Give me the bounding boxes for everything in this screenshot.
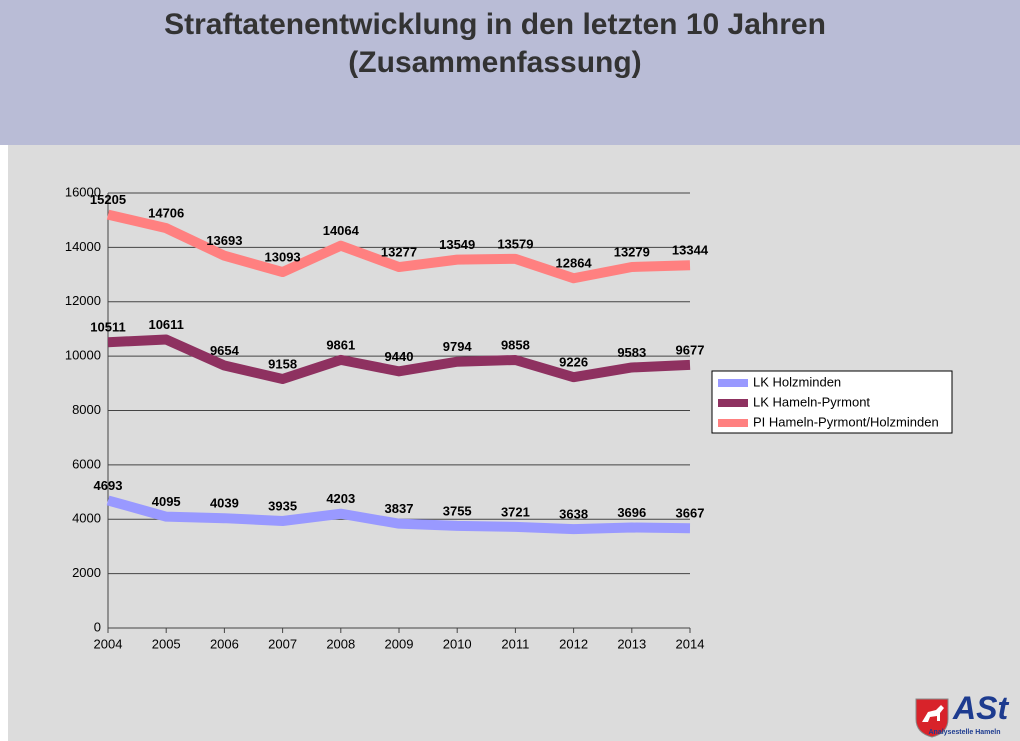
- data-label: 4095: [152, 494, 181, 509]
- y-tick-label: 10000: [65, 348, 101, 363]
- legend-label: LK Holzminden: [753, 374, 841, 389]
- data-label: 10511: [90, 320, 125, 335]
- data-label: 14064: [323, 223, 360, 238]
- chart-title: Straftatenentwicklung in den letzten 10 …: [164, 8, 826, 79]
- data-label: 9583: [617, 345, 646, 360]
- y-tick-label: 8000: [72, 402, 101, 417]
- logo-horse: [922, 705, 944, 722]
- legend-label: PI Hameln-Pyrmont/Holzminden: [753, 414, 939, 429]
- data-label: 3721: [501, 504, 530, 519]
- y-tick-label: 0: [94, 619, 101, 634]
- y-tick-label: 14000: [65, 239, 101, 254]
- data-label: 12864: [556, 256, 593, 271]
- y-tick-label: 2000: [72, 565, 101, 580]
- data-label: 3667: [676, 506, 705, 521]
- x-tick-label: 2006: [210, 636, 239, 651]
- x-tick-label: 2007: [268, 636, 297, 651]
- y-tick-label: 12000: [65, 293, 101, 308]
- x-tick-label: 2005: [152, 636, 181, 651]
- y-tick-label: 4000: [72, 511, 101, 526]
- data-label: 9677: [676, 342, 705, 357]
- series-line: [106, 209, 691, 284]
- data-label: 13549: [439, 237, 475, 252]
- x-tick-label: 2014: [676, 636, 705, 651]
- data-label: 13579: [497, 236, 533, 251]
- data-label: 13344: [672, 243, 709, 258]
- header-band: [0, 0, 1020, 145]
- series-line: [107, 334, 691, 385]
- legend-box: [711, 370, 953, 434]
- data-label: 15205: [90, 192, 126, 207]
- data-label: 4039: [210, 496, 239, 511]
- data-label: 14706: [148, 206, 184, 221]
- data-label: 3935: [268, 498, 297, 513]
- data-label: 9861: [326, 337, 355, 352]
- x-tick-label: 2012: [559, 636, 588, 651]
- logo-subtitle: Analysestelle Hameln: [928, 729, 1001, 736]
- data-label: 13093: [265, 249, 301, 264]
- legend-label: LK Hameln-Pyrmont: [753, 394, 870, 409]
- y-tick-label: 6000: [72, 456, 101, 471]
- data-label: 9226: [559, 355, 588, 370]
- data-label: 4203: [326, 491, 355, 506]
- y-tick-label: 16000: [65, 184, 101, 199]
- series-line: [106, 495, 691, 535]
- data-label: 9794: [443, 339, 473, 354]
- logo-name: ASt: [953, 690, 1009, 726]
- data-label: 3837: [385, 501, 414, 516]
- data-label: 13277: [381, 244, 417, 259]
- data-label: 9440: [385, 349, 414, 364]
- data-label: 9858: [501, 337, 530, 352]
- data-label: 4693: [94, 478, 123, 493]
- x-tick-label: 2004: [94, 636, 123, 651]
- data-label: 13279: [614, 244, 650, 259]
- data-label: 10611: [148, 317, 183, 332]
- data-label: 3696: [617, 505, 646, 520]
- chart-area: [8, 145, 1020, 741]
- data-label: 3755: [443, 503, 472, 518]
- x-tick-label: 2008: [326, 636, 355, 651]
- x-tick-label: 2011: [501, 636, 529, 651]
- data-label: 13693: [206, 233, 242, 248]
- x-tick-label: 2009: [385, 636, 414, 651]
- data-label: 9158: [268, 356, 297, 371]
- data-label: 9654: [210, 343, 240, 358]
- x-tick-label: 2010: [443, 636, 472, 651]
- data-label: 3638: [559, 507, 588, 522]
- x-tick-label: 2013: [617, 636, 646, 651]
